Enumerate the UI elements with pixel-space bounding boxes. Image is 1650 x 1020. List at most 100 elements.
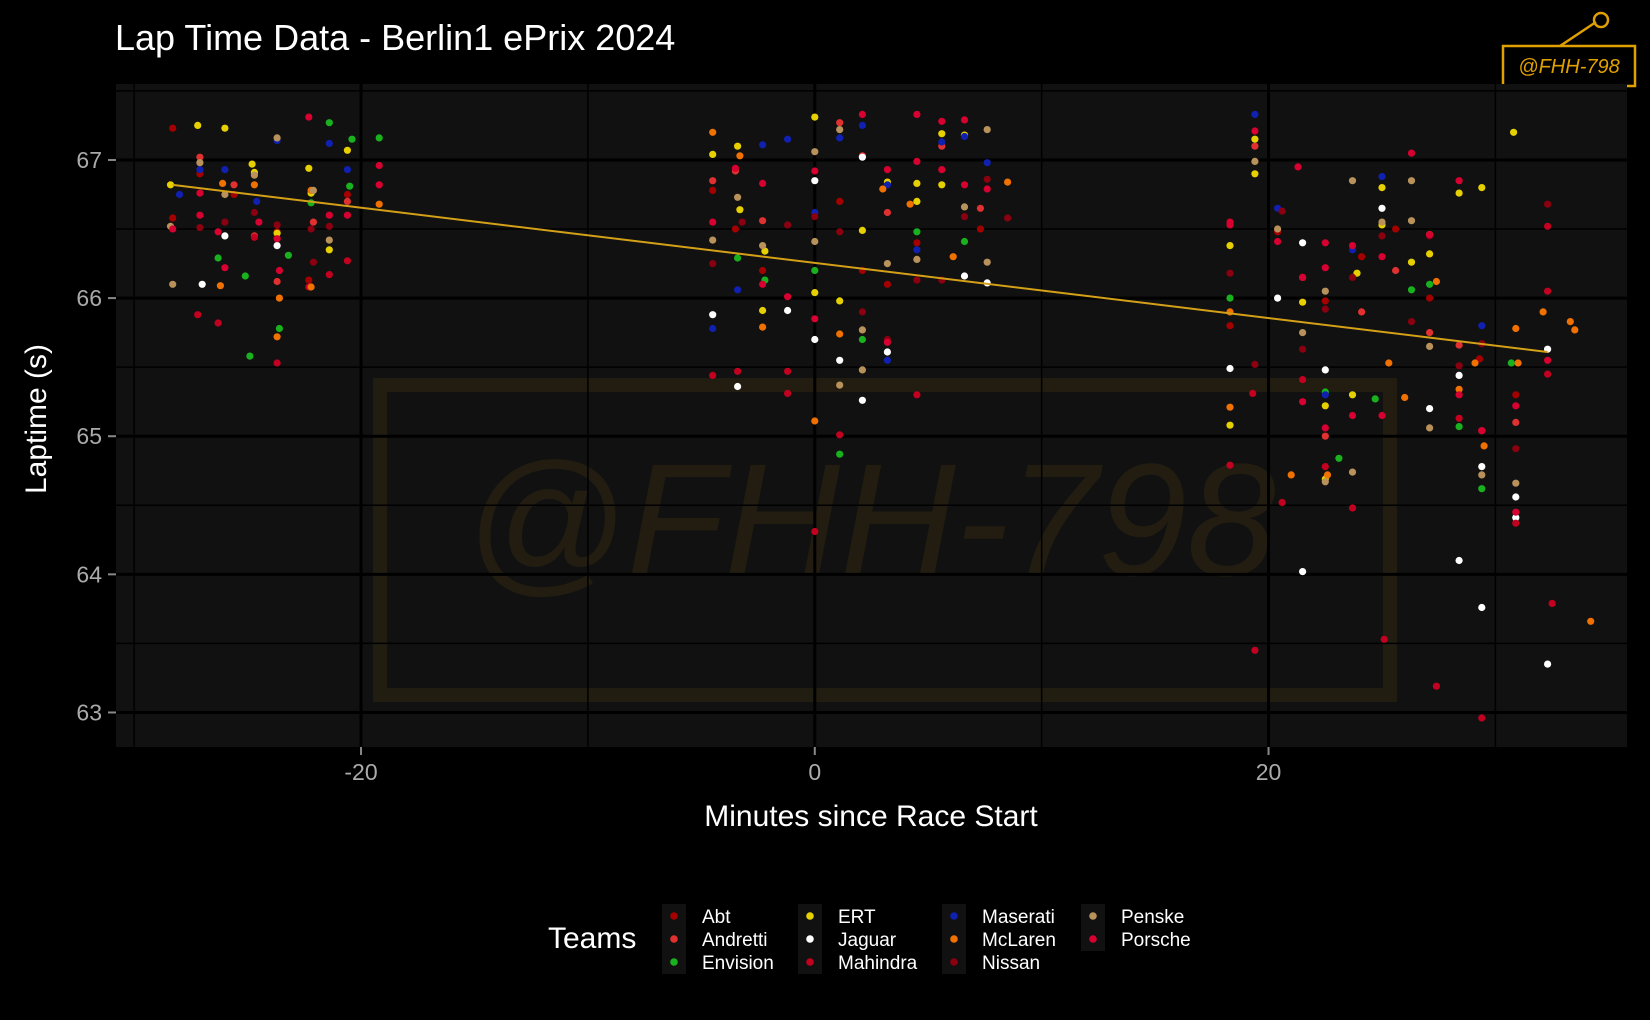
data-point bbox=[811, 266, 819, 275]
data-point bbox=[811, 213, 819, 221]
data-point bbox=[1480, 442, 1488, 450]
data-point bbox=[1371, 395, 1379, 403]
data-point bbox=[1251, 135, 1259, 143]
data-point bbox=[759, 266, 767, 275]
data-point bbox=[1455, 189, 1463, 197]
data-point bbox=[1274, 237, 1282, 246]
data-point bbox=[709, 236, 717, 244]
data-point bbox=[1226, 461, 1234, 469]
legend-label: Abt bbox=[702, 907, 731, 928]
data-point bbox=[1287, 471, 1295, 479]
data-point bbox=[784, 389, 792, 397]
series-porsche bbox=[169, 110, 1552, 516]
data-point bbox=[836, 197, 844, 205]
data-point bbox=[1299, 239, 1307, 247]
data-point bbox=[275, 294, 283, 302]
data-point bbox=[1544, 287, 1552, 295]
data-point bbox=[949, 253, 957, 261]
data-point bbox=[759, 242, 767, 250]
legend-label: Porsche bbox=[1121, 930, 1191, 951]
data-point bbox=[709, 324, 717, 333]
data-point bbox=[346, 182, 354, 190]
data-point bbox=[811, 237, 819, 246]
data-point bbox=[255, 218, 263, 226]
data-point bbox=[198, 280, 206, 288]
data-point bbox=[348, 135, 356, 143]
data-point bbox=[1226, 322, 1234, 330]
data-point bbox=[738, 218, 746, 226]
data-point bbox=[913, 239, 921, 247]
plot-area: @FHH-798 -20 0 20 63 64 65 66 67 bbox=[76, 84, 1627, 785]
data-point bbox=[1299, 568, 1307, 576]
data-point bbox=[1378, 204, 1386, 212]
data-point bbox=[734, 382, 742, 391]
legend-label: McLaren bbox=[982, 930, 1056, 951]
data-point bbox=[759, 323, 767, 331]
data-point bbox=[196, 189, 204, 197]
data-point bbox=[759, 217, 767, 225]
data-point bbox=[1478, 471, 1486, 479]
legend-label: Maserati bbox=[982, 907, 1055, 928]
data-point bbox=[883, 166, 892, 174]
data-point bbox=[284, 251, 292, 259]
data-point bbox=[731, 225, 740, 233]
data-point bbox=[1358, 308, 1366, 316]
data-point bbox=[858, 121, 867, 129]
data-point bbox=[1321, 297, 1329, 305]
data-point bbox=[1478, 714, 1486, 722]
data-point bbox=[273, 359, 281, 367]
data-point bbox=[1294, 163, 1302, 171]
data-point bbox=[1251, 142, 1259, 150]
data-point bbox=[273, 221, 281, 229]
data-point bbox=[1455, 423, 1463, 431]
data-point bbox=[1512, 514, 1520, 522]
data-point bbox=[1407, 318, 1416, 326]
data-point bbox=[1407, 177, 1416, 185]
data-point bbox=[273, 229, 281, 237]
data-point bbox=[343, 211, 351, 219]
data-point bbox=[250, 233, 258, 241]
data-point bbox=[221, 124, 229, 132]
data-point bbox=[1321, 478, 1329, 486]
data-point bbox=[1544, 370, 1552, 378]
legend-item-abt: Abt bbox=[662, 904, 731, 928]
data-point bbox=[1251, 360, 1259, 368]
data-point bbox=[343, 197, 351, 205]
data-point bbox=[273, 242, 281, 250]
data-point bbox=[811, 289, 819, 297]
data-point bbox=[1251, 157, 1259, 165]
data-point bbox=[1348, 273, 1357, 281]
data-point bbox=[196, 211, 204, 219]
data-point bbox=[1455, 414, 1463, 422]
legend-swatch bbox=[806, 912, 814, 920]
data-point bbox=[1544, 200, 1552, 208]
data-point bbox=[1512, 418, 1520, 426]
data-point bbox=[1455, 556, 1463, 565]
data-point bbox=[709, 150, 717, 158]
data-point bbox=[1407, 286, 1416, 294]
data-point bbox=[811, 527, 819, 536]
data-point bbox=[1426, 424, 1434, 432]
data-point bbox=[960, 203, 969, 211]
data-point bbox=[836, 330, 844, 338]
data-point bbox=[1455, 177, 1463, 185]
data-point bbox=[343, 166, 351, 174]
data-point bbox=[1544, 222, 1552, 230]
y-tick-label: 64 bbox=[76, 561, 102, 587]
data-point bbox=[858, 335, 867, 344]
data-point bbox=[1512, 391, 1520, 399]
data-point bbox=[784, 367, 792, 375]
data-point bbox=[241, 272, 249, 280]
y-tick-label: 66 bbox=[76, 285, 102, 311]
data-point bbox=[1507, 359, 1515, 367]
data-point bbox=[1251, 110, 1259, 118]
data-point bbox=[1426, 405, 1434, 413]
data-point bbox=[913, 179, 921, 187]
data-point bbox=[1299, 329, 1307, 337]
data-point bbox=[273, 235, 281, 243]
legend-item-maserati: Maserati bbox=[942, 904, 1055, 928]
data-point bbox=[913, 255, 921, 263]
data-point bbox=[1478, 485, 1486, 493]
y-tick-label: 63 bbox=[76, 699, 102, 725]
data-point bbox=[811, 177, 819, 185]
